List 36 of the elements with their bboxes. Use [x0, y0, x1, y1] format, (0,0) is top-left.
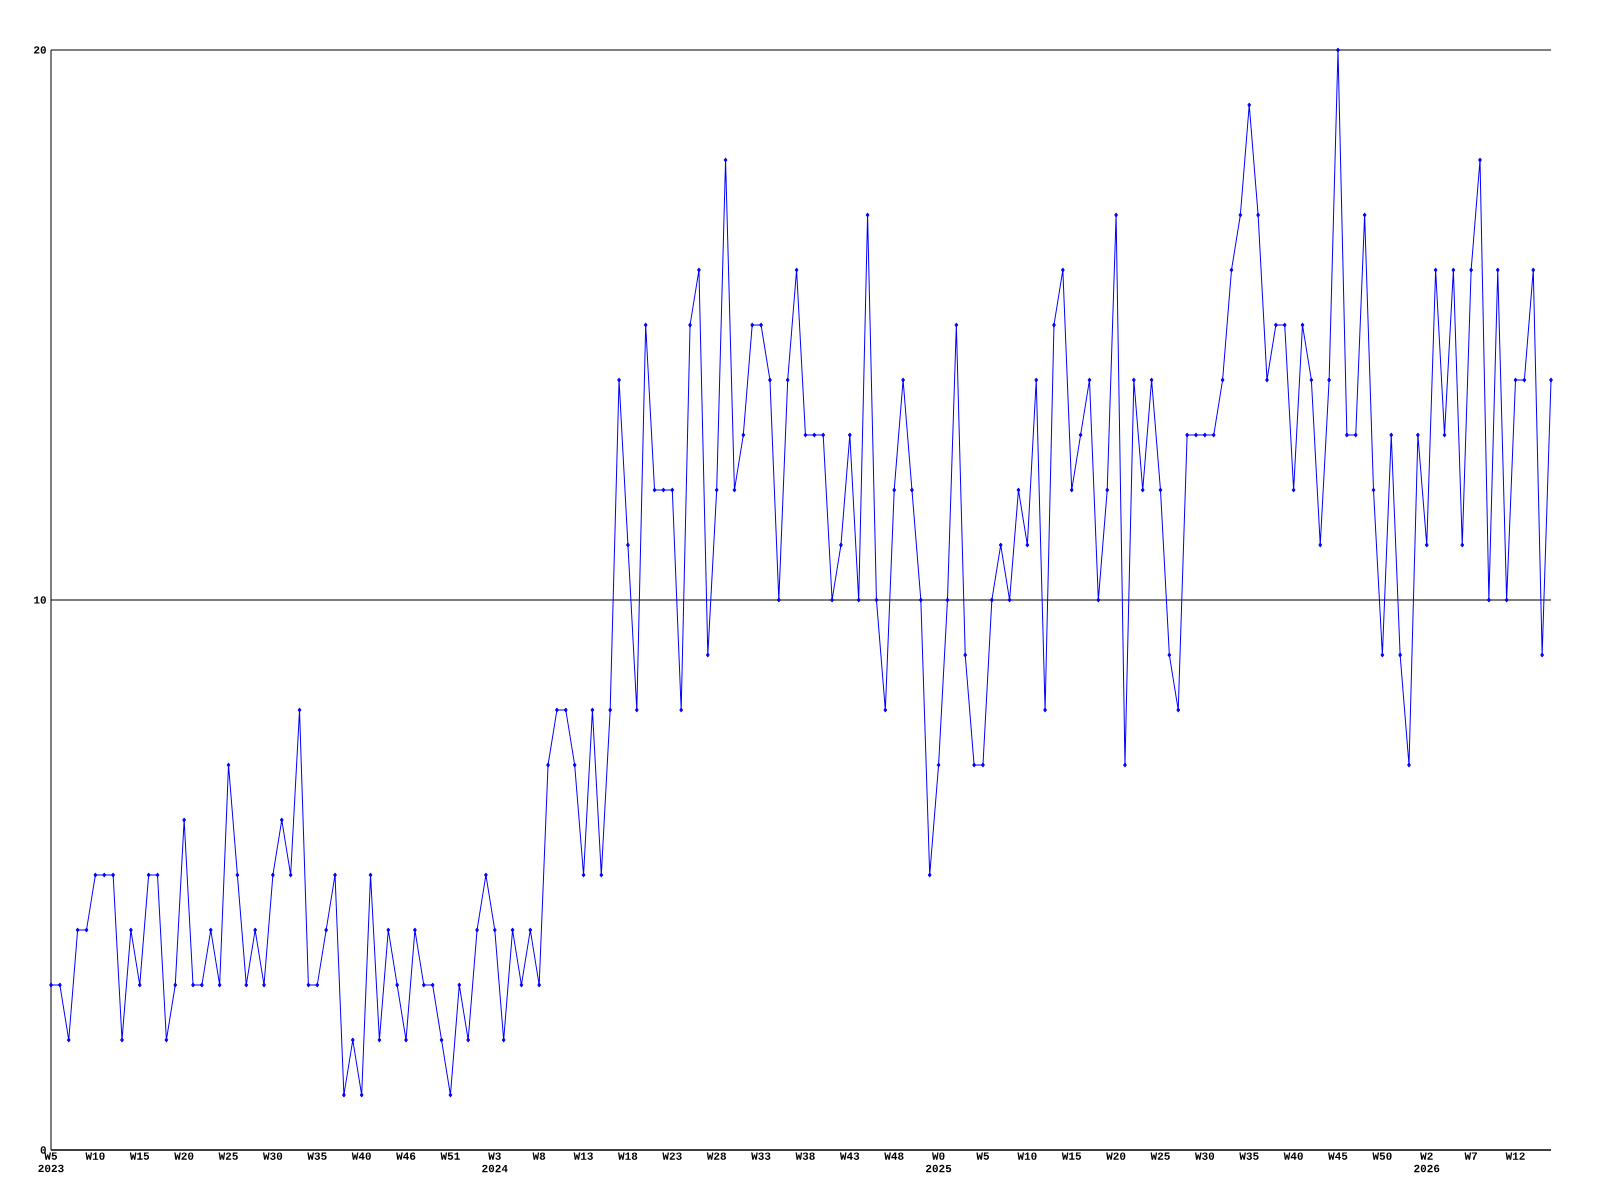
x-tick-label: W46 [396, 1152, 416, 1160]
x-tick-label: W35 [307, 1152, 327, 1160]
x-tick-label: W0 2025 [926, 1152, 952, 1173]
x-tick-label: W30 [263, 1152, 283, 1160]
x-tick-label: W51 [440, 1152, 460, 1160]
x-tick-label: W40 [1283, 1152, 1303, 1160]
x-tick-label: W2 2026 [1414, 1152, 1440, 1173]
y-tick-label: 20 [34, 46, 46, 54]
x-tick-label: W5 [976, 1152, 989, 1160]
x-tick-label: W38 [795, 1152, 815, 1160]
x-tick-label: W15 [1061, 1152, 1082, 1160]
x-tick-label: W20 [174, 1152, 194, 1160]
x-tick-label: W8 [532, 1152, 546, 1160]
x-tick-label: W25 [1150, 1152, 1170, 1160]
x-tick-label: W15 [129, 1152, 150, 1160]
x-tick-label: W12 [1505, 1152, 1525, 1160]
x-tick-label: W43 [839, 1152, 860, 1160]
x-tick-label: W25 [218, 1152, 238, 1160]
x-tick-label: W40 [351, 1152, 371, 1160]
y-tick-label: 10 [34, 596, 46, 604]
x-tick-label: W7 [1464, 1152, 1477, 1160]
x-tick-label: W35 [1239, 1152, 1259, 1160]
x-tick-label: W33 [751, 1152, 771, 1160]
x-tick-label: W20 [1106, 1152, 1126, 1160]
x-tick-label: W30 [1194, 1152, 1215, 1160]
x-tick-label: W45 [1328, 1152, 1348, 1160]
x-tick-label: W28 [706, 1152, 727, 1160]
x-tick-label: W48 [884, 1152, 904, 1160]
x-tick-label: W23 [662, 1152, 682, 1160]
y-tick-label: 0 [40, 1146, 46, 1154]
x-tick-label: W10 [1017, 1152, 1037, 1160]
x-tick-label: W50 [1372, 1152, 1392, 1160]
x-tick-label: W18 [618, 1152, 638, 1160]
x-tick-label: W3 2024 [482, 1152, 508, 1173]
x-tick-label: W13 [573, 1152, 593, 1160]
x-tick-label: W10 [85, 1152, 105, 1160]
